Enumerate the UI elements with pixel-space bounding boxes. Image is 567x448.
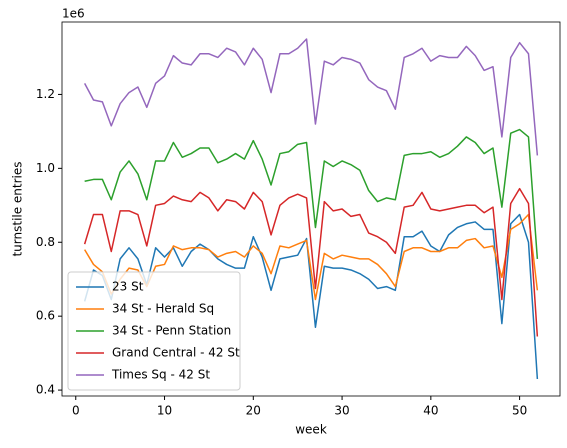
x-tick-label: 0 [72,404,80,418]
y-tick-label: 1.2 [36,87,55,101]
series-line [84,128,539,259]
y-offset-label: 1e6 [62,7,85,21]
plot-frame [61,21,561,397]
x-tick-label: 10 [157,404,172,418]
y-tick-label: 0.8 [36,235,55,249]
series-line [83,38,539,156]
legend-label: 34 St - Penn Station [112,324,231,338]
series-line [83,187,539,337]
legend-label: Times Sq - 42 St [111,368,210,382]
x-tick-label: 50 [512,404,527,418]
series-line [83,213,539,301]
y-tick-label: 0.4 [36,383,55,397]
y-tick-label: 1.0 [36,161,55,175]
y-axis-label: turnstile entries [11,161,25,256]
legend-box [67,271,241,391]
x-tick-label: 40 [423,404,438,418]
legend-label: Grand Central - 42 St [112,346,240,360]
series-line [83,213,539,380]
x-axis-label: week [295,423,327,437]
y-tick-label: 0.6 [36,309,55,323]
legend: 23 St 34 St - Herald Sq 34 St - Penn Stati… [67,271,241,391]
x-tick-label: 20 [246,404,261,418]
legend-label: 23 St [112,280,144,294]
x-tick-label: 30 [334,404,349,418]
legend-label: 34 St - Herald Sq [112,302,214,316]
